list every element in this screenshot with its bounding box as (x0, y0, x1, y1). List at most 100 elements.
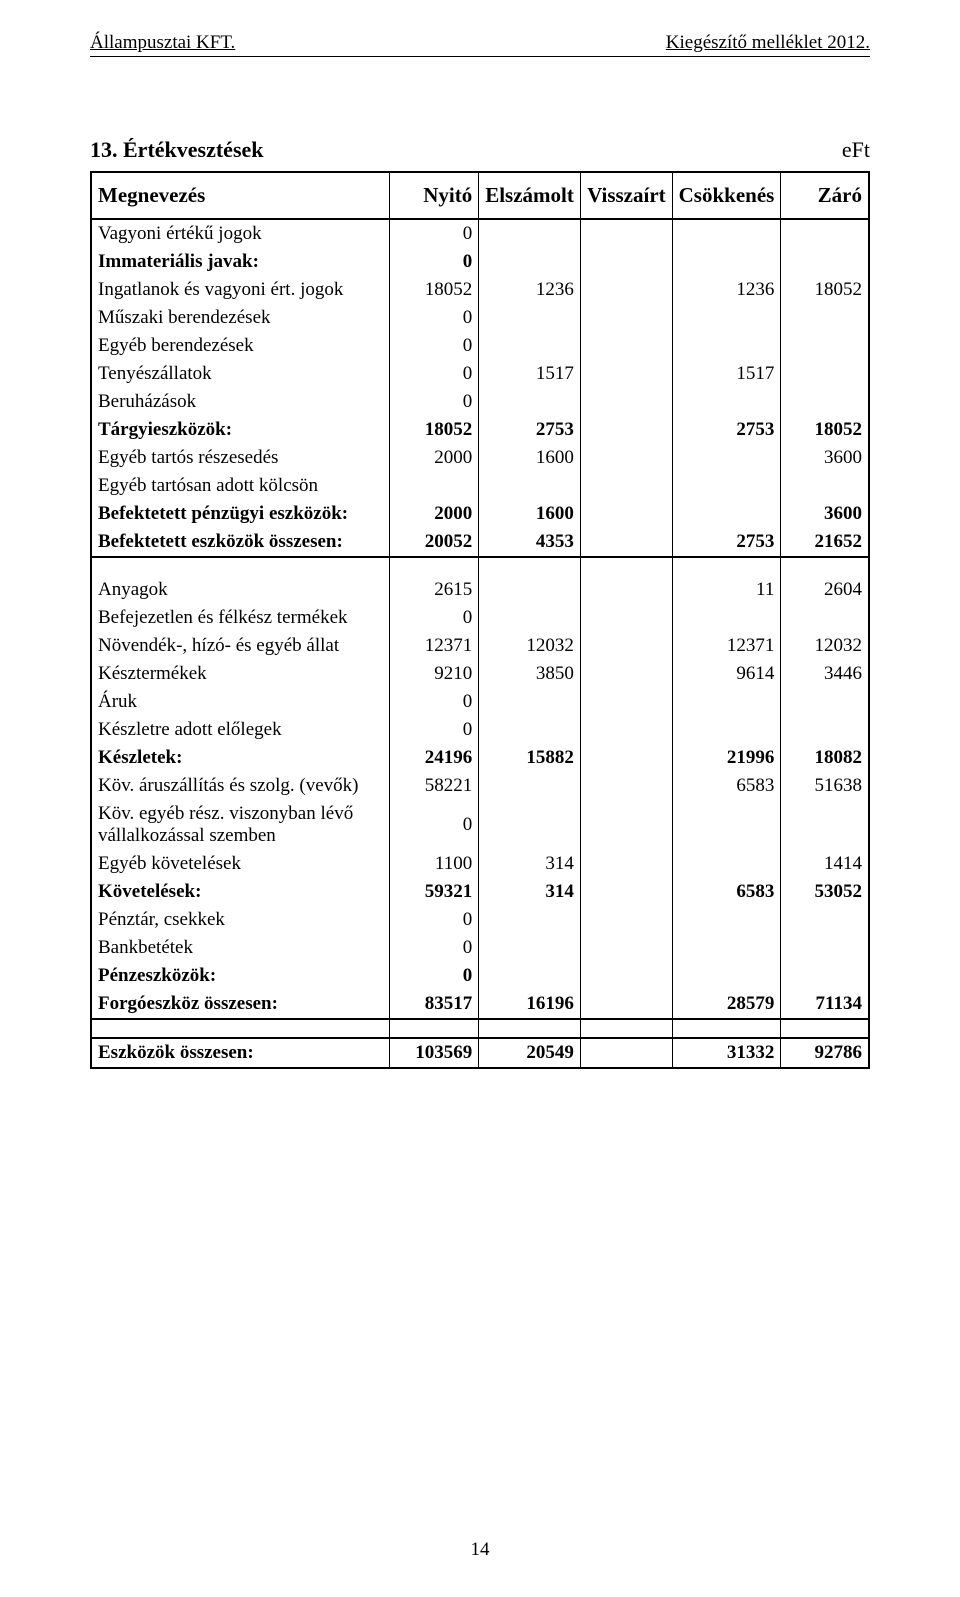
table-cell: 6583 (672, 878, 781, 906)
table-cell (580, 388, 672, 416)
table-cell: Áruk (91, 688, 390, 716)
table-cell: 71134 (781, 990, 869, 1019)
table-cell (479, 800, 581, 850)
table-cell: 2604 (781, 576, 869, 604)
table-cell: 18082 (781, 744, 869, 772)
table-cell (479, 688, 581, 716)
table-cell (781, 934, 869, 962)
table-cell (781, 388, 869, 416)
table-cell (580, 576, 672, 604)
table-cell (580, 604, 672, 632)
header-left: Állampusztai KFT. (90, 32, 235, 54)
table-cell: 0 (390, 219, 479, 248)
table-cell (672, 850, 781, 878)
table-cell: 6583 (672, 772, 781, 800)
table-row: Műszaki berendezések0 (91, 304, 869, 332)
table-cell (672, 472, 781, 500)
table-body: Vagyoni értékű jogok0Immateriális javak:… (91, 219, 869, 1068)
table-cell: Immateriális javak: (91, 248, 390, 276)
table-row: Késztermékek9210385096143446 (91, 660, 869, 688)
table-cell (672, 500, 781, 528)
table-cell (781, 604, 869, 632)
table-cell (781, 360, 869, 388)
table-cell: 0 (390, 388, 479, 416)
table-cell: 18052 (390, 276, 479, 304)
table-row: Egyéb tartósan adott kölcsön (91, 472, 869, 500)
table-cell (781, 716, 869, 744)
table-cell: Követelések: (91, 878, 390, 906)
table-row: Növendék-, hízó- és egyéb állat123711203… (91, 632, 869, 660)
table-cell (781, 962, 869, 990)
table-cell (479, 604, 581, 632)
table-cell (580, 688, 672, 716)
table-cell: 1236 (672, 276, 781, 304)
table-cell: Egyéb tartósan adott kölcsön (91, 472, 390, 500)
table-cell: 2000 (390, 500, 479, 528)
table-cell (580, 1038, 672, 1068)
table-cell: 18052 (390, 416, 479, 444)
table-cell (479, 772, 581, 800)
table-row: Forgóeszköz összesen:8351716196285797113… (91, 990, 869, 1019)
table-row: Befektetett eszközök összesen:2005243532… (91, 528, 869, 557)
table-cell: 0 (390, 604, 479, 632)
col-header: Záró (781, 172, 869, 219)
table-cell: 58221 (390, 772, 479, 800)
table-cell: Pénztár, csekkek (91, 906, 390, 934)
table-cell (580, 557, 672, 576)
table-cell: 0 (390, 332, 479, 360)
table-row: Eszközök összesen:103569205493133292786 (91, 1038, 869, 1068)
table-cell: 2000 (390, 444, 479, 472)
table-row: Beruházások0 (91, 388, 869, 416)
table-cell: 1517 (672, 360, 781, 388)
table-cell: 28579 (672, 990, 781, 1019)
col-header: Visszaírt (580, 172, 672, 219)
table-cell: Egyéb berendezések (91, 332, 390, 360)
table-cell (781, 332, 869, 360)
table-cell: Növendék-, hízó- és egyéb állat (91, 632, 390, 660)
table-cell (781, 800, 869, 850)
section-unit: eFt (842, 137, 870, 163)
table-cell (672, 304, 781, 332)
table-cell (580, 360, 672, 388)
table-cell: 0 (390, 906, 479, 934)
table-row: Tárgyieszközök:180522753275318052 (91, 416, 869, 444)
table-cell (479, 332, 581, 360)
table-cell: 53052 (781, 878, 869, 906)
col-header: Megnevezés (91, 172, 390, 219)
table-cell (580, 660, 672, 688)
table-cell: 15882 (479, 744, 581, 772)
table-cell (672, 906, 781, 934)
table-cell: 24196 (390, 744, 479, 772)
table-cell (781, 304, 869, 332)
table-cell: 12371 (390, 632, 479, 660)
table-cell: Tárgyieszközök: (91, 416, 390, 444)
table-cell: Eszközök összesen: (91, 1038, 390, 1068)
table-cell: Befejezetlen és félkész termékek (91, 604, 390, 632)
table-cell: Ingatlanok és vagyoni ért. jogok (91, 276, 390, 304)
table-row: Befektetett pénzügyi eszközök:2000160036… (91, 500, 869, 528)
table-cell (479, 304, 581, 332)
table-cell (479, 906, 581, 934)
table-cell: Egyéb tartós részesedés (91, 444, 390, 472)
section-heading-row: 13. Értékvesztések eFt (90, 137, 870, 163)
table-cell: 16196 (479, 990, 581, 1019)
table-row: Készletek:24196158822199618082 (91, 744, 869, 772)
table-cell (390, 1019, 479, 1038)
table-cell: Készletre adott előlegek (91, 716, 390, 744)
table-header-row: Megnevezés Nyitó Elszámolt Visszaírt Csö… (91, 172, 869, 219)
table-row: Bankbetétek0 (91, 934, 869, 962)
table-cell: 1517 (479, 360, 581, 388)
section-title: 13. Értékvesztések (90, 137, 264, 163)
table-cell: Vagyoni értékű jogok (91, 219, 390, 248)
table-cell (580, 248, 672, 276)
values-table: Megnevezés Nyitó Elszámolt Visszaírt Csö… (90, 171, 870, 1069)
table-cell (580, 990, 672, 1019)
table-cell (479, 388, 581, 416)
table-row: Egyéb követelések11003141414 (91, 850, 869, 878)
table-cell (580, 276, 672, 304)
table-cell: Egyéb követelések (91, 850, 390, 878)
table-cell: 2753 (672, 528, 781, 557)
table-cell: 9210 (390, 660, 479, 688)
table-cell: 21652 (781, 528, 869, 557)
table-cell (580, 332, 672, 360)
